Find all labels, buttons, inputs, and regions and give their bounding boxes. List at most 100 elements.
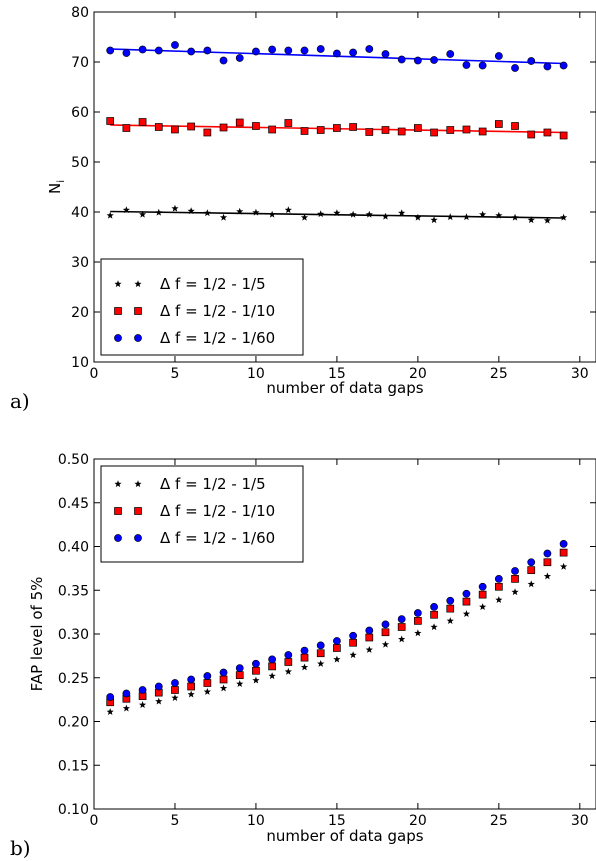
chart-b-xtick-label: 10 xyxy=(247,813,265,829)
chart-b-ytick-label: 0.25 xyxy=(58,671,89,687)
chart-b-point-s3 xyxy=(543,549,552,558)
chart-a-ylabel-sub: i xyxy=(56,180,67,183)
chart-b-legend-label-1: Δ f = 1/2 - 1/5 xyxy=(160,475,266,493)
chart-a-point-s2 xyxy=(106,117,115,125)
chart-a-point-s1 xyxy=(138,210,147,218)
chart-a-point-s3 xyxy=(462,61,471,69)
chart-b-xtick-label: 20 xyxy=(409,813,427,829)
chart-b-xlabel: number of data gaps xyxy=(266,827,423,845)
chart-b-point-s2 xyxy=(284,658,293,666)
chart-a-point-s1 xyxy=(495,211,503,219)
panel-label-a: a) xyxy=(10,389,30,413)
chart-a-ytick-label: 80 xyxy=(71,5,89,21)
chart-b-point-s3 xyxy=(462,589,471,598)
chart-b-point-s1 xyxy=(317,659,325,667)
chart-a-xtick-label: 10 xyxy=(247,366,265,382)
chart-b-legend-marker-2b xyxy=(134,507,142,515)
chart-a-point-s1 xyxy=(479,210,487,218)
chart-b-point-s1 xyxy=(155,697,163,705)
chart-b-point-s1 xyxy=(527,580,535,588)
chart-a-fit-line-1 xyxy=(110,210,564,219)
chart-b-point-s3 xyxy=(494,574,503,583)
chart-a-point-s1 xyxy=(219,213,228,221)
chart-b-point-s3 xyxy=(106,693,115,701)
chart-a-legend-marker-1a xyxy=(114,280,122,288)
chart-b-ytick-label: 0.50 xyxy=(58,452,89,468)
chart-a-point-s3 xyxy=(349,48,357,57)
chart-a-point-s3 xyxy=(543,62,552,71)
chart-a-point-s2 xyxy=(397,127,406,136)
chart-a-point-s3 xyxy=(252,47,260,56)
chart-b-point-s2 xyxy=(462,597,471,606)
chart-b-xtick-label: 5 xyxy=(171,813,180,829)
chart-b-point-s3 xyxy=(284,651,293,659)
chart-a-point-s3 xyxy=(397,55,406,64)
chart-b-point-s1 xyxy=(365,645,373,653)
chart-b-point-s3 xyxy=(349,631,357,640)
chart-b-ytick-label: 0.30 xyxy=(58,627,89,643)
chart-a-point-s3 xyxy=(268,45,277,54)
chart-b-point-s1 xyxy=(414,629,422,637)
chart-a-point-s1 xyxy=(317,210,325,218)
chart-b-ylabel: FAP level of 5% xyxy=(28,577,46,692)
chart-a-legend-marker-3a xyxy=(114,334,122,342)
chart-b-point-s1 xyxy=(203,687,211,695)
chart-a-point-s2 xyxy=(138,118,147,126)
chart-b-legend-marker-1a xyxy=(114,480,122,488)
chart-a-point-s3 xyxy=(430,56,438,64)
chart-a-legend-label-1: Δ f = 1/2 - 1/5 xyxy=(160,275,266,293)
chart-a-point-s1 xyxy=(122,206,130,214)
chart-a-point-s2 xyxy=(268,125,276,134)
chart-a-point-s2 xyxy=(252,122,260,130)
chart-b-point-s2 xyxy=(430,610,438,619)
chart-b-point-s3 xyxy=(413,609,422,617)
chart-a-ytick-label: 10 xyxy=(71,355,89,371)
chart-b-legend-markers xyxy=(114,480,142,542)
chart-b-point-s2 xyxy=(397,623,406,631)
chart-a-point-s1 xyxy=(398,209,406,217)
chart-b-legend-marker-3a xyxy=(114,534,122,542)
chart-b-point-s1 xyxy=(284,667,292,675)
chart-a-point-s2 xyxy=(559,131,568,140)
chart-a-point-s3 xyxy=(187,47,196,56)
chart-b-point-s1 xyxy=(219,684,228,692)
chart-a-point-s2 xyxy=(284,119,293,127)
chart-a-point-s3 xyxy=(381,50,390,58)
chart-a-xlabel: number of data gaps xyxy=(266,379,423,397)
chart-b-ytick-label: 0.10 xyxy=(58,802,89,818)
chart-b-legend-marker-1b xyxy=(134,480,142,488)
chart-b-point-s1 xyxy=(430,623,438,631)
chart-b-point-s3 xyxy=(381,620,390,629)
chart-b-point-s2 xyxy=(235,671,244,679)
chart-a-point-s2 xyxy=(203,128,212,137)
chart-a-point-s2 xyxy=(543,128,552,137)
chart-b-point-s1 xyxy=(122,704,130,712)
chart-b-point-s1 xyxy=(252,676,260,684)
chart-b-point-s3 xyxy=(511,567,519,575)
chart-a-ytick-label: 40 xyxy=(71,205,89,221)
chart-a-point-s2 xyxy=(154,123,163,131)
chart-a-point-s2 xyxy=(235,118,244,127)
chart-a-point-s1 xyxy=(381,212,390,220)
chart-a-point-s3 xyxy=(122,49,131,57)
chart-a-point-s1 xyxy=(252,208,260,216)
chart-a-point-s3 xyxy=(106,46,115,55)
chart-a-legend-label-3: Δ f = 1/2 - 1/60 xyxy=(160,329,275,347)
chart-a-point-s3 xyxy=(219,56,228,65)
chart-b-point-s2 xyxy=(187,682,196,691)
chart-a-ytick-label: 20 xyxy=(71,305,89,321)
chart-a-xtick-label: 0 xyxy=(90,366,99,382)
chart-a-point-s2 xyxy=(527,130,536,139)
chart-b-point-s2 xyxy=(559,548,568,557)
chart-b-ytick-label: 0.35 xyxy=(58,583,89,599)
chart-b-point-s3 xyxy=(187,675,196,684)
chart-b-xtick-label: 0 xyxy=(90,813,99,829)
chart-b-xtick-label: 25 xyxy=(490,813,508,829)
chart-b-point-s1 xyxy=(187,690,195,698)
chart-b-point-s1 xyxy=(138,701,147,708)
chart-b-point-s1 xyxy=(268,672,276,680)
chart-b-point-s2 xyxy=(511,575,519,583)
chart-a-point-s3 xyxy=(316,45,325,53)
chart-b-point-s2 xyxy=(527,566,536,574)
chart-b-point-s2 xyxy=(333,644,341,652)
